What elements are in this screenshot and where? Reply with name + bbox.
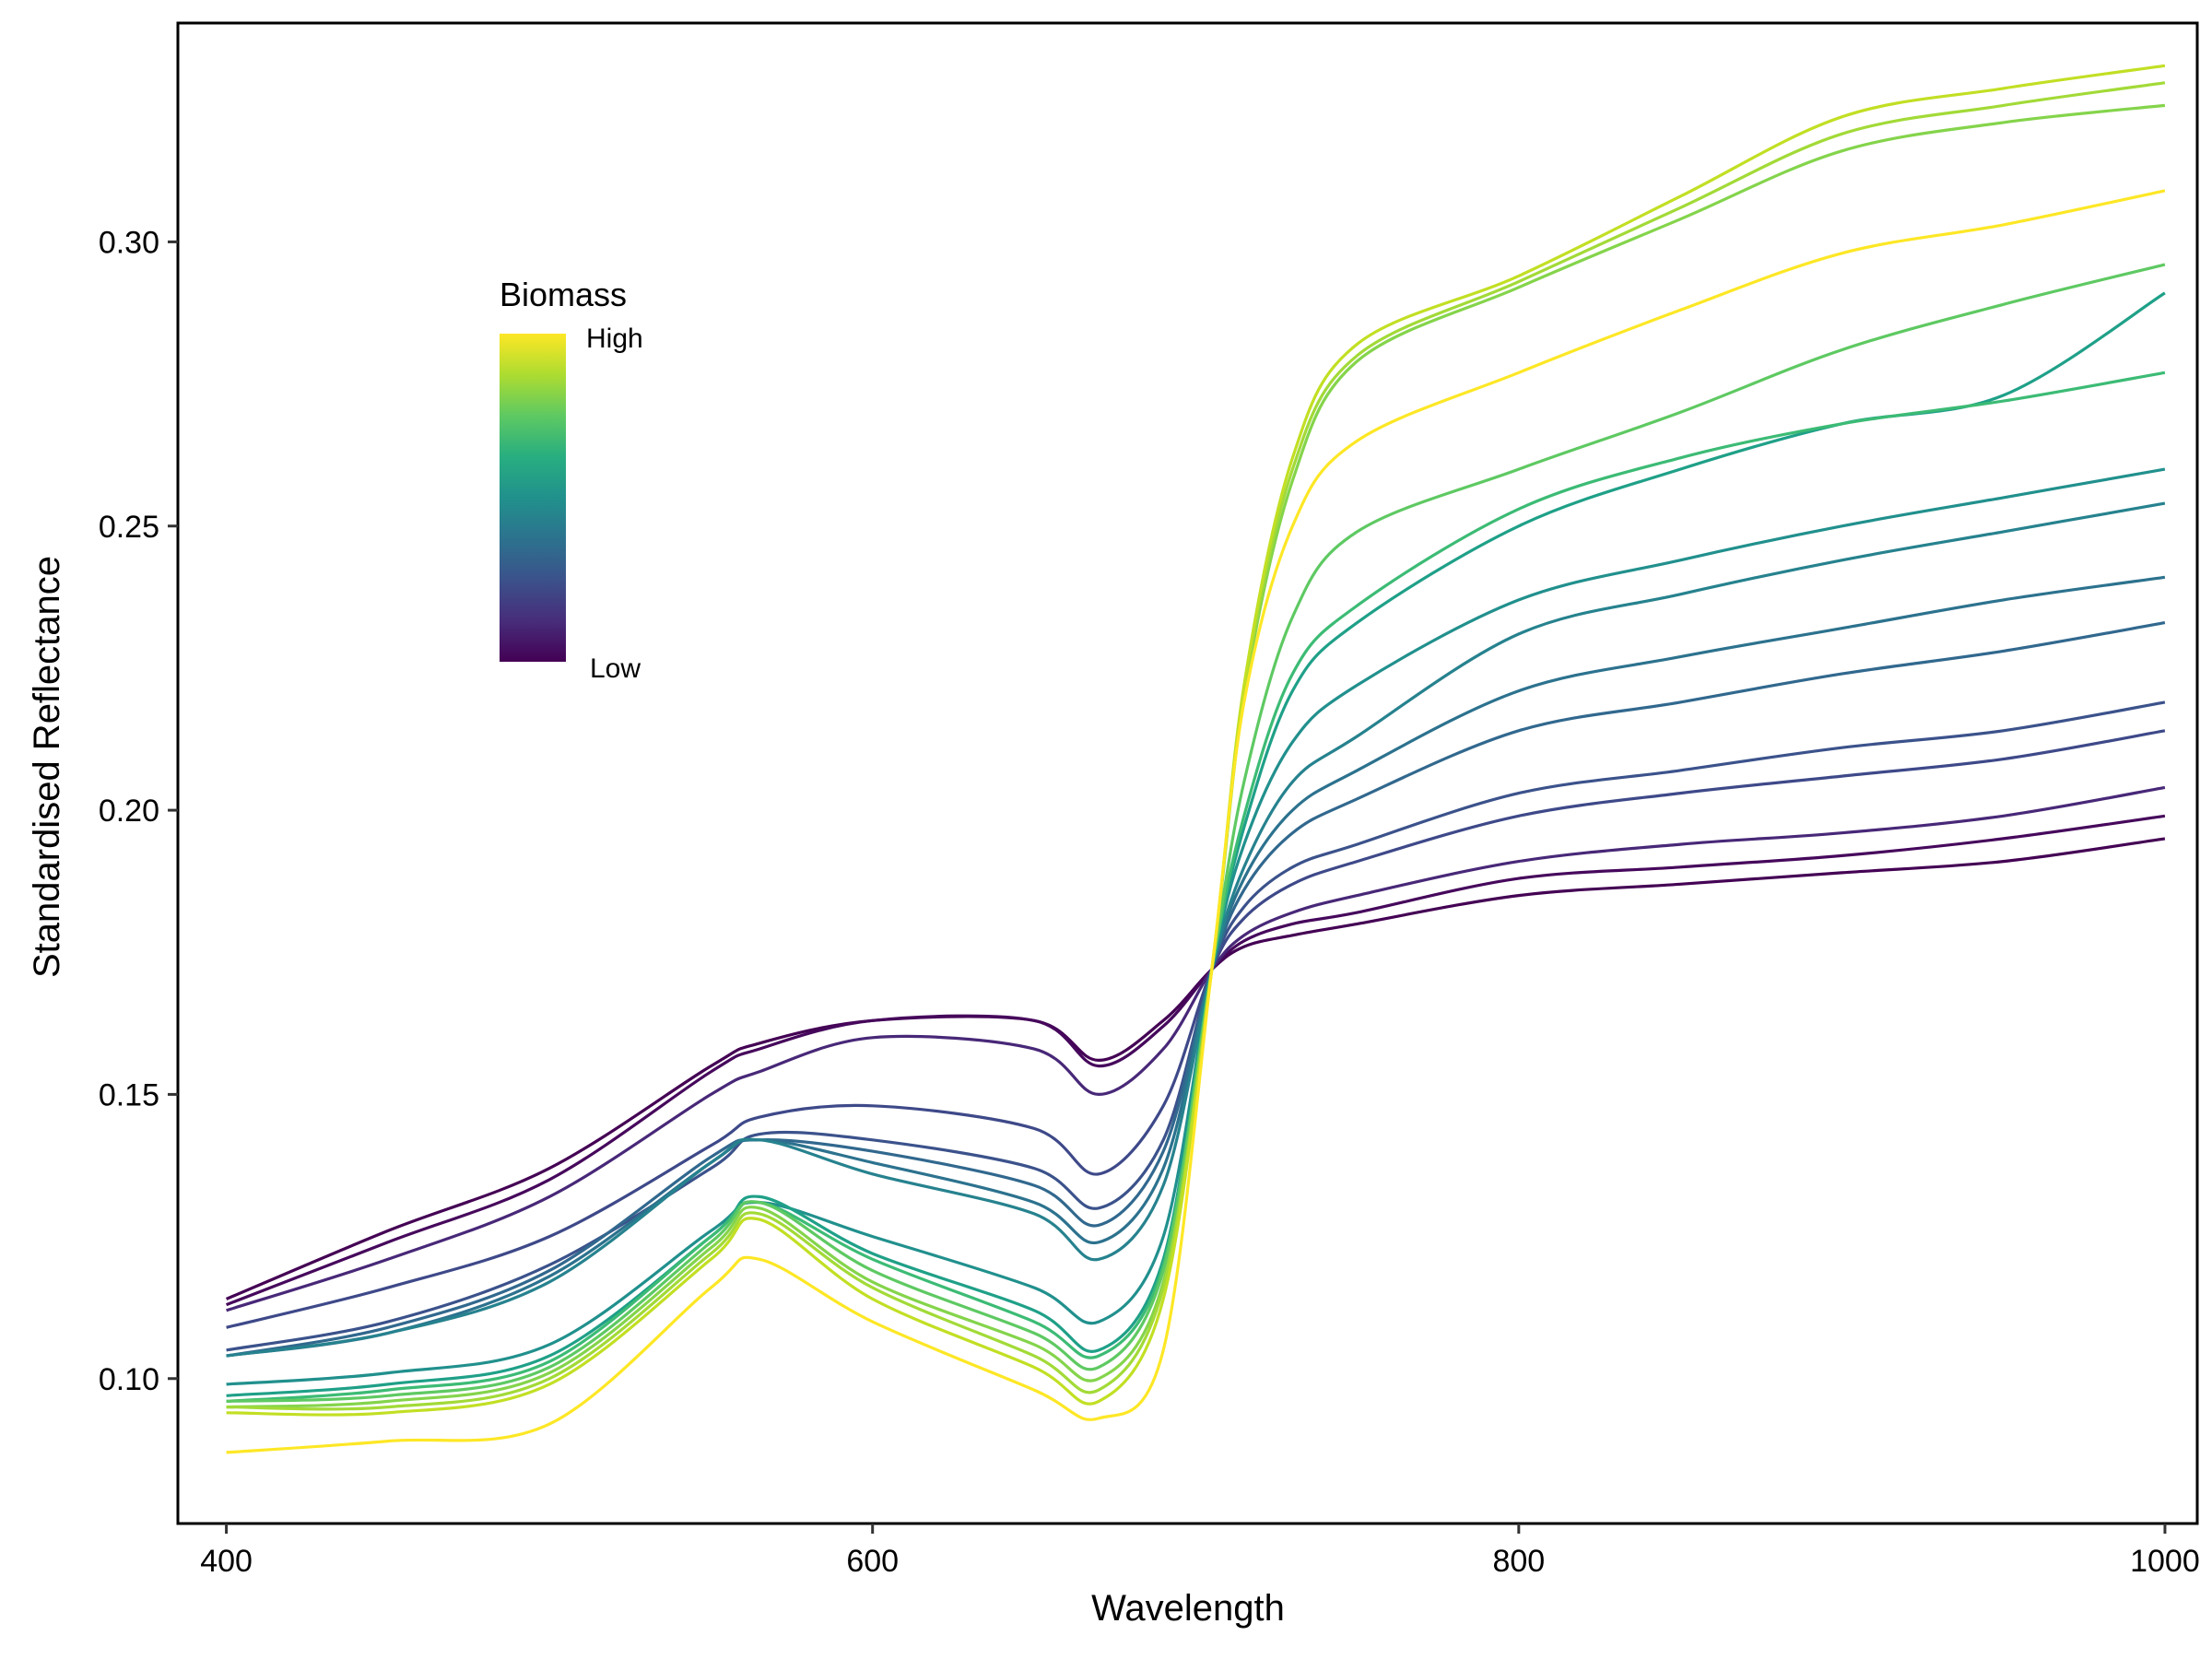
y-tick-label: 0.10 — [99, 1362, 159, 1397]
series-layer — [225, 64, 2166, 1454]
x-axis-title: Wavelength — [1091, 1588, 1285, 1629]
y-axis-title: Standardised Reflectance — [27, 556, 67, 978]
y-tick-label: 0.25 — [99, 510, 159, 545]
x-tick-label: 800 — [1492, 1544, 1545, 1579]
x-tick-label: 400 — [200, 1544, 253, 1579]
y-tick-label: 0.15 — [99, 1077, 159, 1112]
y-axis-ticks: 0.10 0.15 0.20 0.25 0.30 — [99, 225, 178, 1397]
legend-colorbar — [500, 334, 566, 662]
x-tick-label: 600 — [846, 1544, 899, 1579]
series-line-3 — [226, 785, 2166, 1312]
x-tick-label: 1000 — [2130, 1544, 2200, 1579]
legend-high-label: High — [586, 324, 643, 354]
series-line-8 — [226, 501, 2166, 1358]
y-tick-label: 0.30 — [99, 225, 159, 260]
series-line-1 — [225, 837, 2166, 1300]
legend-title: Biomass — [500, 276, 627, 313]
biomass-legend: Biomass High Low — [500, 276, 643, 684]
plot-border — [176, 21, 2199, 1525]
series-line-7 — [226, 575, 2166, 1358]
series-line-6 — [226, 621, 2166, 1358]
series-line-16 — [226, 189, 2166, 1454]
y-tick-label: 0.20 — [99, 794, 159, 829]
plot-background — [178, 23, 2197, 1524]
series-line-2 — [226, 814, 2166, 1307]
legend-low-label: Low — [590, 653, 641, 684]
x-axis-ticks: 400 600 800 1000 — [200, 1524, 2200, 1579]
series-line-4 — [226, 729, 2166, 1329]
